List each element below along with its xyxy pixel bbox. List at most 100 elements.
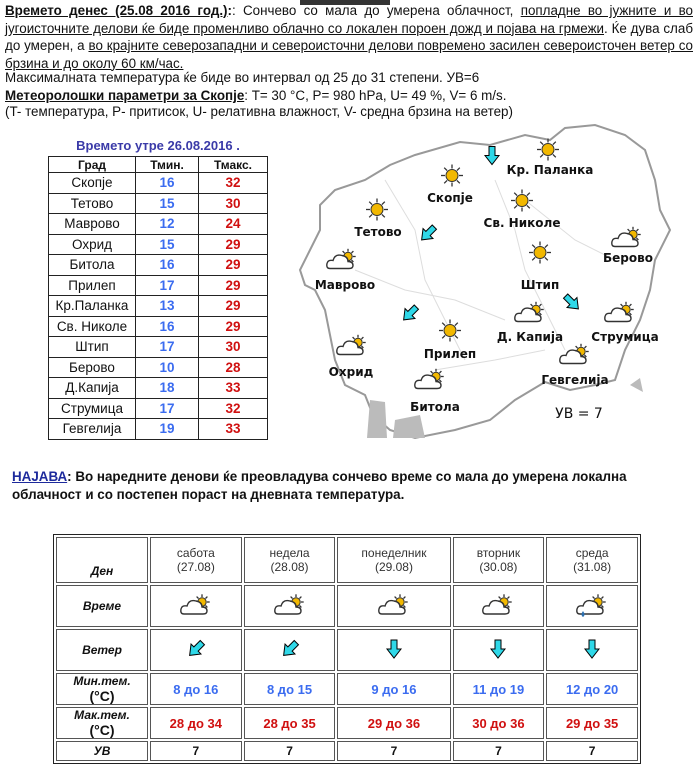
day-cell: недела (28.08) (243, 537, 336, 583)
params-label: Метеоролошки параметри за Скопје (5, 88, 245, 103)
city-name: Прилеп (48, 274, 136, 296)
sun-icon (439, 163, 465, 194)
min-unit: (°C) (89, 688, 115, 704)
min-label: Мин.тем. (73, 674, 131, 688)
city-name: Маврово (48, 213, 136, 235)
min-temp: 11 до 19 (452, 673, 545, 705)
day-date: (30.08) (479, 560, 518, 574)
weather-cell (546, 585, 638, 627)
uv-value: 7 (452, 741, 545, 761)
today-text-1: : Сончево со мала до умерена облачност, (231, 3, 521, 18)
today-forecast: Времето денес (25.08 2016 год.):: Сончев… (5, 3, 693, 71)
weather-cell (150, 585, 242, 627)
row-label-min: Мин.тем. (°C) (56, 673, 148, 705)
tmax-value: 28 (198, 356, 268, 378)
city-row: Прилеп 17 29 (48, 274, 268, 296)
tmax-value: 29 (198, 295, 268, 317)
cloud-sun-icon (377, 593, 411, 620)
sun-icon (437, 318, 463, 349)
tmax-value: 30 (198, 336, 268, 358)
tmin-value: 15 (135, 192, 199, 214)
min-temp: 9 до 16 (337, 673, 451, 705)
day-date: (27.08) (176, 560, 215, 574)
city-name: Берово (48, 356, 136, 378)
day-name: недела (269, 546, 310, 560)
row-label-day: Ден (56, 537, 148, 583)
min-temp: 8 до 15 (243, 673, 336, 705)
row-label-max: Мак.тем. (°C) (56, 707, 148, 739)
sun-icon (527, 240, 553, 271)
max-temp: 28 до 35 (243, 707, 336, 739)
tmax-value: 29 (198, 315, 268, 337)
cloud-sun-icon (179, 593, 213, 620)
tmin-value: 18 (135, 377, 199, 399)
max-label: Мак.тем. (74, 708, 130, 722)
max-temp: 28 до 34 (150, 707, 242, 739)
city-name: Д.Капија (48, 377, 136, 399)
tmin-value: 16 (135, 315, 199, 337)
tmax-value: 30 (198, 192, 268, 214)
city-name: Кр.Паланка (48, 295, 136, 317)
tomorrow-table: Град Тмин. Тмакс. Скопје 16 32 Тетово 15 30 Ма… (48, 156, 268, 440)
city-row: Скопје 16 32 (48, 172, 268, 194)
cloud-sun-icon (513, 301, 547, 330)
outlook: НАЈАВА: Во наредните денови ќе преовладу… (12, 468, 692, 504)
today-text-2: попладне во јужните и во југоисточните д… (5, 3, 693, 36)
col-city: Град (48, 156, 136, 173)
tmin-value: 17 (135, 397, 199, 419)
forecast-table: Ден сабота (27.08) недела (28.08) понеделник(… (53, 534, 641, 764)
day-cell: вторник (30.08) (452, 537, 545, 583)
max-temp-text: Максималната температура ќе биде во инте… (5, 70, 480, 85)
max-temp: 30 до 36 (452, 707, 545, 739)
params-value: : T= 30 °C, P= 980 hPa, U= 49 %, V= 6 m/… (244, 88, 507, 103)
day-cell: понеделник (29.08) (337, 537, 451, 583)
city-name: Штип (48, 336, 136, 358)
wind-cell (150, 629, 242, 671)
day-date: (29.08) (374, 560, 413, 574)
city-row: Охрид 15 29 (48, 233, 268, 255)
wind-arrow-down-icon (488, 639, 508, 662)
tmax-value: 29 (198, 254, 268, 276)
today-text-3: . Ќе дува слаб до умерен, а (5, 20, 693, 54)
min-temp: 8 до 16 (150, 673, 242, 705)
wind-arrow-down-left-icon (400, 304, 420, 329)
tmin-value: 13 (135, 295, 199, 317)
tmin-value: 17 (135, 274, 199, 296)
wind-cell (452, 629, 545, 671)
wind-cell (337, 629, 451, 671)
city-name: Гевгелија (48, 418, 136, 440)
city-name: Скопје (48, 172, 136, 194)
wind-arrow-down-icon (482, 146, 502, 171)
map-city-label: Св. Николе (483, 216, 561, 230)
map-city-label: Гевгелија (541, 373, 609, 387)
city-row: Гевгелија 19 33 (48, 418, 268, 440)
tmax-value: 32 (198, 397, 268, 419)
tmax-value: 24 (198, 213, 268, 235)
day-date: (31.08) (573, 560, 612, 574)
col-tmin: Тмин. (135, 156, 199, 173)
map-city-label: Прилеп (423, 347, 477, 361)
map-city-label: Охрид (328, 365, 374, 379)
min-temp: 12 до 20 (546, 673, 638, 705)
map-city-label: Берово (603, 251, 653, 265)
cloud-sun-icon (603, 301, 637, 330)
row-label-wind: Ветер (56, 629, 148, 671)
uv-value: 7 (546, 741, 638, 761)
wind-arrow-down-right-icon (562, 293, 582, 318)
uv-value: 7 (337, 741, 451, 761)
cloud-sun-icon (273, 593, 307, 620)
city-row: Св. Николе 16 29 (48, 315, 268, 337)
max-temp: 29 до 36 (337, 707, 451, 739)
map-city-label: Тетово (354, 225, 402, 239)
today-text-4: во крајните северозападни и североисточн… (5, 38, 693, 71)
outlook-label: НАЈАВА (12, 469, 68, 484)
today-title: Времето денес (25.08 2016 год.) (5, 3, 228, 18)
tmin-value: 10 (135, 356, 199, 378)
outlook-text: : Во наредните денови ќе преовладува сон… (12, 469, 627, 502)
tmax-value: 29 (198, 233, 268, 255)
map-city-label: Штип (520, 278, 560, 292)
wind-cell (243, 629, 336, 671)
tmax-value: 33 (198, 377, 268, 399)
weather-cell (452, 585, 545, 627)
weather-cell (243, 585, 336, 627)
